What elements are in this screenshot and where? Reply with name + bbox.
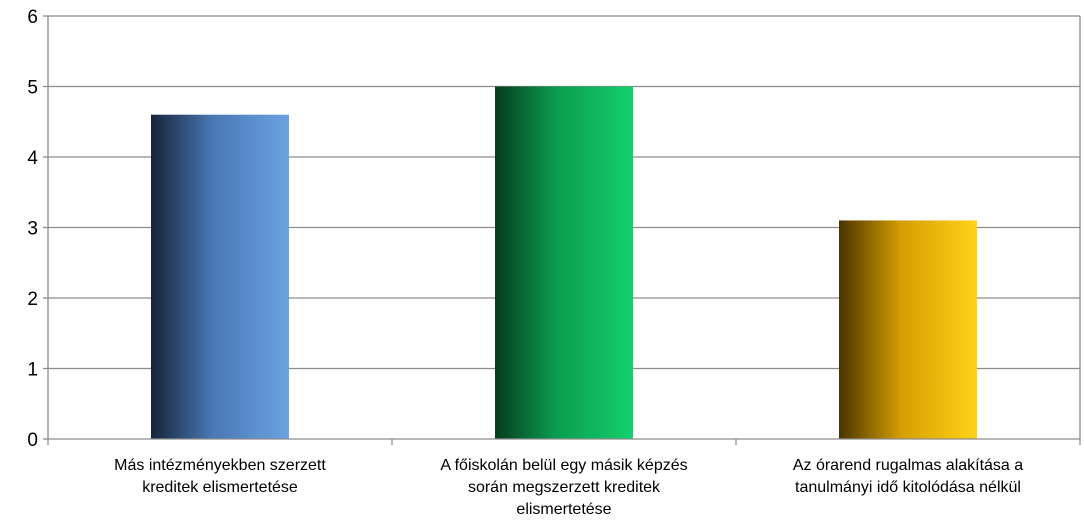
bars <box>151 86 977 439</box>
bar <box>495 86 633 439</box>
y-tick-label: 4 <box>27 148 38 169</box>
x-tick-label: A főiskolán belül egy másik képzés során … <box>440 457 687 518</box>
y-tick-label: 3 <box>27 219 38 240</box>
y-tick-label: 1 <box>27 360 38 381</box>
y-tick-label: 2 <box>27 289 38 310</box>
x-tick-label: Az órarend rugalmas alakítása a tanulmány… <box>793 457 1023 496</box>
y-tick-label: 6 <box>27 7 38 28</box>
bar <box>151 114 289 439</box>
y-tick-label: 5 <box>27 78 38 99</box>
axes <box>43 15 1081 445</box>
labels: 0 1 2 3 4 5 6 Más intézményekben szerzett kredit… <box>27 7 1023 518</box>
x-tick-label: Más intézményekben szerzett kreditek elis… <box>114 457 326 496</box>
bar <box>839 220 977 439</box>
y-tick-label: 0 <box>27 430 38 451</box>
